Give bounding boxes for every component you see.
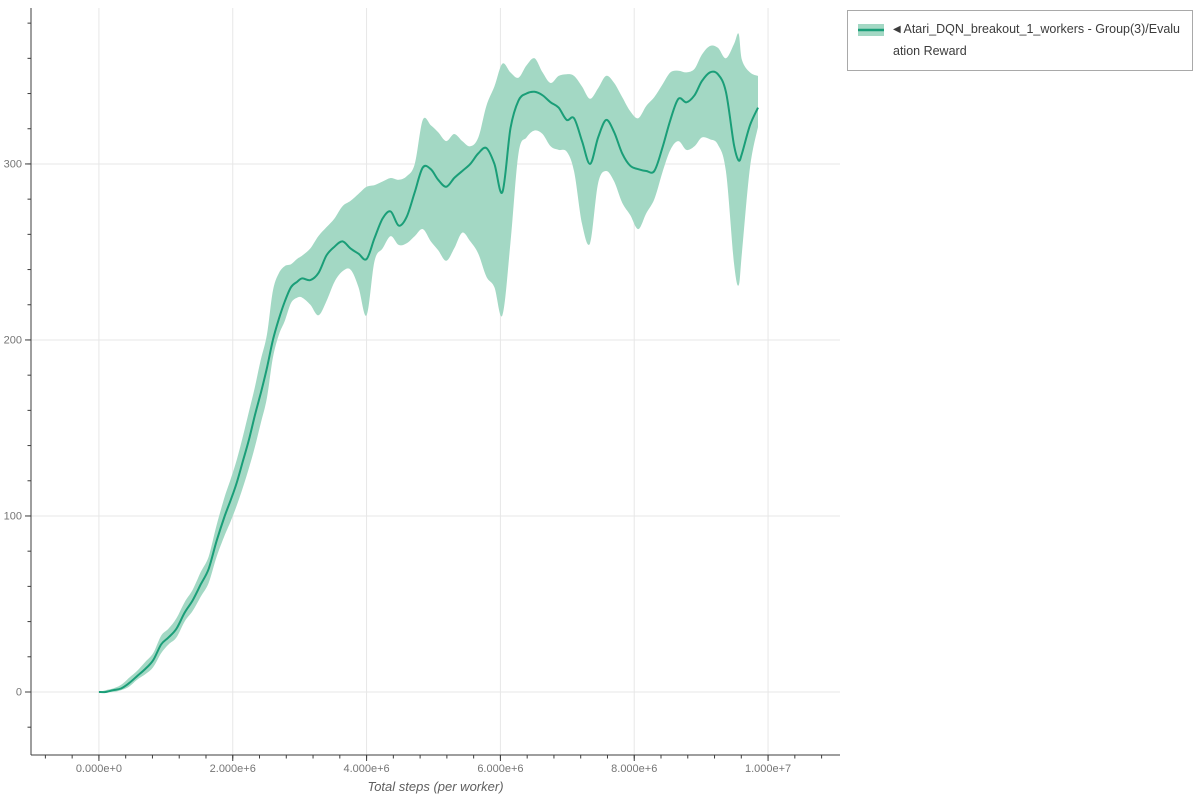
- y-tick-label: 100: [4, 510, 22, 522]
- legend-collapse-icon[interactable]: ◀: [893, 24, 901, 35]
- legend-swatch: [858, 24, 884, 36]
- legend-item[interactable]: ◀ Atari_DQN_breakout_1_workers - Group(3…: [847, 10, 1193, 71]
- x-tick-label: 2.000e+6: [210, 763, 256, 775]
- x-tick-label: 0.000e+0: [76, 763, 122, 775]
- x-tick-label: 4.000e+6: [343, 763, 389, 775]
- x-tick-label: 6.000e+6: [477, 763, 523, 775]
- confidence-band[interactable]: [98, 33, 758, 693]
- legend-label: ◀ Atari_DQN_breakout_1_workers - Group(3…: [893, 19, 1182, 61]
- mean-line[interactable]: [98, 70, 759, 694]
- x-axis-title: Total steps (per worker): [367, 779, 503, 794]
- y-tick-label: 300: [4, 158, 22, 170]
- y-tick-label: 0: [16, 686, 22, 698]
- legend-series-name: Atari_DQN_breakout_1_workers - Group(3)/…: [893, 22, 1181, 58]
- x-tick-label: 8.000e+6: [611, 763, 657, 775]
- x-tick-label: 1.000e+7: [745, 763, 791, 775]
- y-tick-label: 200: [4, 334, 22, 346]
